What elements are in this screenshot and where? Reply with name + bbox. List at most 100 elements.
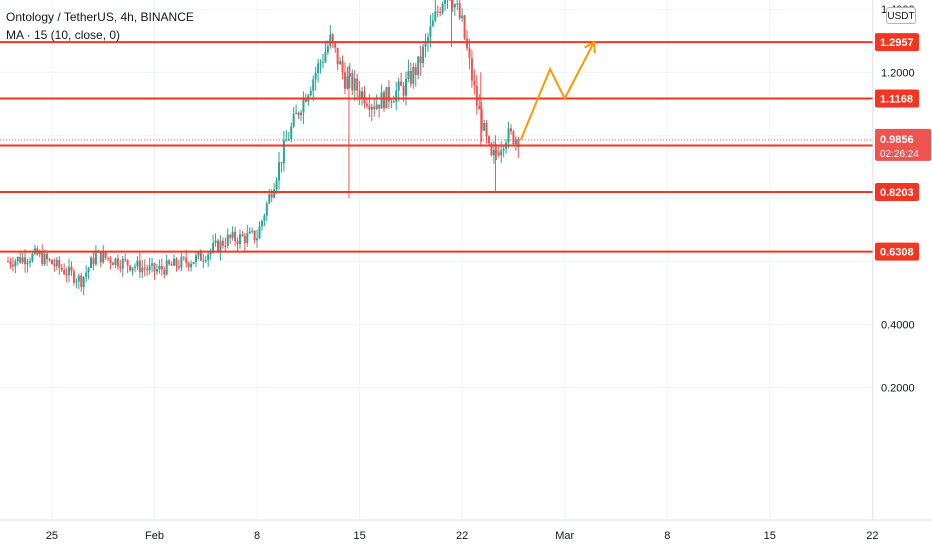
candle-body [133,266,136,268]
candle-body [146,268,149,271]
candle-body [92,257,95,265]
candle-body [497,152,500,156]
candle-body [422,46,425,64]
level-tag [875,242,919,261]
candle-body [514,139,517,144]
candle-body [407,70,410,79]
projection-path [519,41,595,141]
candle-body [361,91,364,98]
candle-body [234,231,237,242]
candle-body [434,11,437,21]
candle-body [19,257,22,263]
time-tick-label: 25 [46,530,58,542]
candle-body [365,103,368,106]
currency-button[interactable]: USDT [886,7,916,24]
candle-body [155,269,158,272]
candle-body [175,258,178,267]
candle-body [383,92,386,109]
candle-body [417,56,420,75]
candle-body [224,245,227,247]
candle-body [114,258,117,265]
candle-body [285,140,288,142]
candle-body [202,260,205,262]
candle-body [409,70,412,84]
candle-body [263,215,266,221]
candle-body [309,90,312,96]
candle-body [14,261,17,267]
time-tick-label: 15 [353,530,365,542]
candle-body [495,150,498,153]
level-tag [875,33,919,52]
candle-body [58,259,61,268]
candle-body [453,4,456,8]
candle-body [346,76,349,89]
candle-body [278,162,281,181]
candle-body [456,3,459,5]
projection-arrowhead [583,40,596,54]
candle-body [300,112,302,116]
candle-body [512,131,515,144]
candle-body [331,34,334,43]
candle-body [439,12,442,14]
candle-body [124,258,127,260]
candle-body [187,262,190,267]
candle-body [404,78,407,96]
candle-body [94,252,97,265]
candle-body [75,281,78,283]
candle-body [402,85,405,96]
candle-body [280,162,283,164]
candle-body [168,260,171,265]
candle-body [353,78,356,91]
candle-body [429,26,432,38]
candle-body [72,271,75,283]
candle-body [375,104,378,109]
candle-body [143,267,146,269]
candle-body [380,92,383,109]
time-tick-label: Mar [555,530,574,542]
candle-body [199,252,202,261]
candle-body [158,265,161,270]
candle-body [258,226,261,239]
candle-body [129,265,132,271]
candle-body [241,234,244,237]
candle-body [387,87,390,102]
candle-body [507,128,510,143]
candle-body [290,126,293,139]
candle-body [153,263,156,272]
candle-body [53,264,56,267]
candle-body [473,80,476,86]
candle-body [26,262,29,265]
candle-body [275,180,278,190]
candle-body [282,140,285,164]
candle-body [248,231,251,234]
candle-body [378,104,381,109]
candle-body [80,275,83,288]
candle-body [297,112,300,116]
time-axis-bg [0,520,932,550]
candle-body [502,148,505,151]
candle-body [509,128,512,132]
candle-body [419,56,422,64]
candle-body [490,143,493,156]
candle-body [197,252,200,256]
candle-body [55,259,58,267]
candle-body [182,257,185,259]
candles [7,0,520,296]
candle-body [251,230,254,232]
candle-body [148,265,151,271]
level-tag-label: 1.2957 [880,37,914,49]
candle-body [85,272,88,277]
candle-body [517,139,520,148]
candle-body [212,243,215,251]
candle-body [102,252,105,263]
candle-body [170,264,173,266]
candle-body [458,3,461,19]
candle-body [219,240,222,252]
candle-body [317,63,320,74]
candle-body [99,250,102,263]
candle-body [348,73,351,77]
candle-body [138,260,141,273]
candle-body [121,258,124,269]
candle-body [111,262,114,265]
